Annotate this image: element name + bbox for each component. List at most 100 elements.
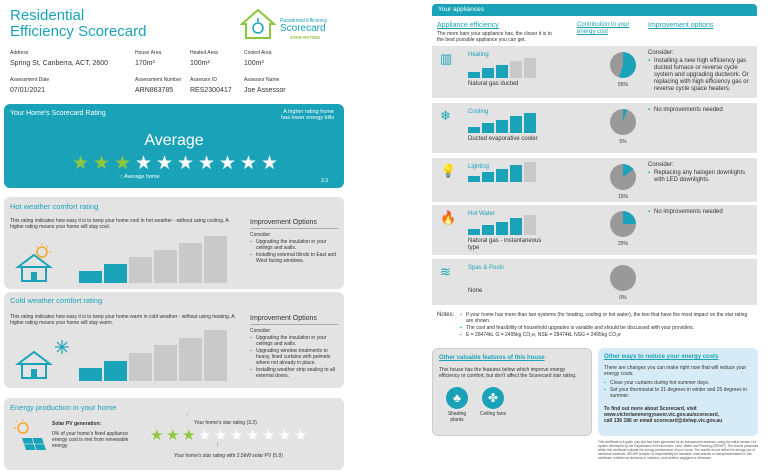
consider-label: Consider: <box>648 50 674 56</box>
contact-link[interactable]: call 136 186 or email scorecard@delwp.vi… <box>604 418 723 424</box>
star-rating-label: Your home's star rating (3.3) <box>194 420 257 426</box>
list-item: Upgrading the insulation in your ceiling… <box>250 335 342 347</box>
solar-label: Solar PV generation: <box>52 421 102 427</box>
comfort-bar <box>79 368 102 381</box>
cold-weather-desc: This rating indicates how easy it is to … <box>10 314 235 326</box>
efficiency-bars <box>468 58 568 78</box>
cold-weather-panel: Cold weather comfort rating This rating … <box>4 292 344 388</box>
rating-label: Average <box>144 132 204 149</box>
efficiency-bars <box>468 162 568 182</box>
efficiency-bar <box>496 169 508 182</box>
features-title: Other valuable features of this house <box>439 355 545 361</box>
improvement-list: Replacing any halogen downlights with LE… <box>648 170 752 184</box>
house-logo-icon <box>240 8 276 39</box>
efficiency-bar <box>510 165 522 182</box>
star-icon: ★ <box>150 427 164 444</box>
star-icon: ★ <box>262 427 276 444</box>
appliances-header: Your appliances <box>432 4 757 16</box>
star-icon: ★ <box>198 427 212 444</box>
list-item: Installing external blinds to East and W… <box>250 252 342 264</box>
improvement-list: No improvements needed <box>648 209 752 216</box>
comfort-bar <box>154 345 177 381</box>
star-icon: ★ <box>198 153 216 174</box>
comfort-bar <box>204 236 227 283</box>
col-improvement: Improvement options <box>648 22 714 29</box>
comfort-bar <box>179 338 202 381</box>
cold-weather-bars <box>79 330 229 381</box>
hot-water-icon: 🔥 <box>440 210 457 225</box>
cost-pie <box>610 265 636 291</box>
cost-pct: 0% <box>619 295 627 301</box>
page-title: Residential Efficiency Scorecard <box>10 7 147 40</box>
list-item: E = 28474kL G = 2495kg CO₂e, NSE = 28474… <box>460 332 750 338</box>
appliance-row: ▥ Heating Natural gas ducted 55% Consider: In… <box>432 46 757 98</box>
list-item: Installing a new high efficiency gas duc… <box>648 58 752 93</box>
efficiency-bar <box>510 61 522 78</box>
cost-pie <box>610 52 636 78</box>
efficiency-bar <box>468 176 480 182</box>
reduce-find-more: To find out more about Scorecard, visit … <box>604 406 756 424</box>
features-desc: This house has the features below which … <box>439 367 577 379</box>
notes-list: If your home has more than two systems (… <box>460 312 750 339</box>
rating-title: Your Home's Scorecard Rating <box>10 110 106 117</box>
fan-icon: ✤ <box>482 387 504 409</box>
notes-label: Notes: <box>437 312 455 318</box>
star-icon: ★ <box>230 427 244 444</box>
reduce-panel: Other ways to reduce your energy costs T… <box>598 348 758 436</box>
star-rating: ★ ★ ★ ★ ★ ★ ★ ★ ★ ★ <box>72 154 282 174</box>
energy-star-rating: ★ ★ ★ ★ ★ ★ ★ ★ ★ ★ <box>150 428 320 444</box>
improvement-list: Installing a new high efficiency gas duc… <box>648 58 752 93</box>
efficiency-bar <box>482 123 494 133</box>
star-icon: ★ <box>166 427 180 444</box>
appliance-row: ≋ Spas & Pools None 0% <box>432 259 757 305</box>
list-item: No improvements needed <box>648 209 752 216</box>
star-pointer-current: ↓ <box>186 412 189 418</box>
comfort-bar <box>154 250 177 283</box>
efficiency-bar <box>524 113 536 133</box>
reduce-list: Close your curtains during hot summer da… <box>604 380 754 400</box>
scorecard-logo: Residential Efficiency Scorecard STAR RA… <box>240 8 340 42</box>
address: Spring St, Canberra, ACT, 2600 <box>10 60 109 67</box>
appliance-row: 🔥 Hot Water Natural gas - instantaneous ty… <box>432 205 757 255</box>
rating-score: 3.3 <box>321 178 328 184</box>
efficiency-bar <box>468 229 480 235</box>
footer-disclaimer: This certificate is a guide only and has… <box>598 440 759 460</box>
cost-pct: 5% <box>619 139 627 145</box>
col-contribution: Contribution to your energy cost <box>577 22 630 35</box>
efficiency-bar <box>524 58 536 78</box>
cold-improve-list: Upgrading the insulation in your ceiling… <box>250 335 342 380</box>
star-icon: ★ <box>182 427 196 444</box>
appliance-type: Ducted evaporative cooler <box>468 136 538 142</box>
comfort-bar <box>79 271 102 283</box>
efficiency-bar <box>510 116 522 133</box>
star-icon: ★ <box>72 153 90 174</box>
reduce-desc: There are changes you can make right now… <box>604 365 747 377</box>
hot-improve-list: Upgrading the insulation in your ceiling… <box>250 239 342 265</box>
comfort-bar <box>129 257 152 283</box>
star-icon: ★ <box>219 153 237 174</box>
list-item: Close your curtains during hot summer da… <box>604 380 754 386</box>
assessor-name: Joe Assessor <box>244 87 286 94</box>
tree-icon: ♣ <box>446 387 468 409</box>
efficiency-bar <box>496 120 508 133</box>
scorecard-rating-panel: Your Home's Scorecard Rating A higher ra… <box>4 104 344 188</box>
logo-title: Scorecard <box>280 23 326 34</box>
col-appliance-efficiency: Appliance efficiency <box>437 22 499 29</box>
appliance-row: ❄ Cooling Ducted evaporative cooler 5% No im… <box>432 103 757 153</box>
efficiency-bar <box>482 172 494 182</box>
list-item: If your home has more than two systems (… <box>460 312 750 324</box>
appliance-type: Natural gas ducted <box>468 81 519 87</box>
cost-pct: 55% <box>617 82 628 88</box>
cold-house-icon <box>15 340 69 379</box>
energy-production-panel: Energy production in your home Solar PV … <box>4 398 344 470</box>
appliance-row: 💡 Lighting 15% Consider: Replacing any halog… <box>432 158 757 202</box>
comfort-bar <box>204 330 227 381</box>
list-item: Upgrading the insulation in your ceiling… <box>250 239 342 251</box>
star-icon: ★ <box>114 153 132 174</box>
list-item: Replacing any halogen downlights with LE… <box>648 170 752 184</box>
star-icon: ★ <box>240 153 258 174</box>
solar-desc: 0% of your home's fixed appliance energy… <box>52 431 129 449</box>
website-link[interactable]: www.victorianenergysaver.vic.gov.au/scor… <box>604 412 720 418</box>
heated-area: 100m² <box>190 60 210 67</box>
efficiency-bar <box>496 65 508 78</box>
